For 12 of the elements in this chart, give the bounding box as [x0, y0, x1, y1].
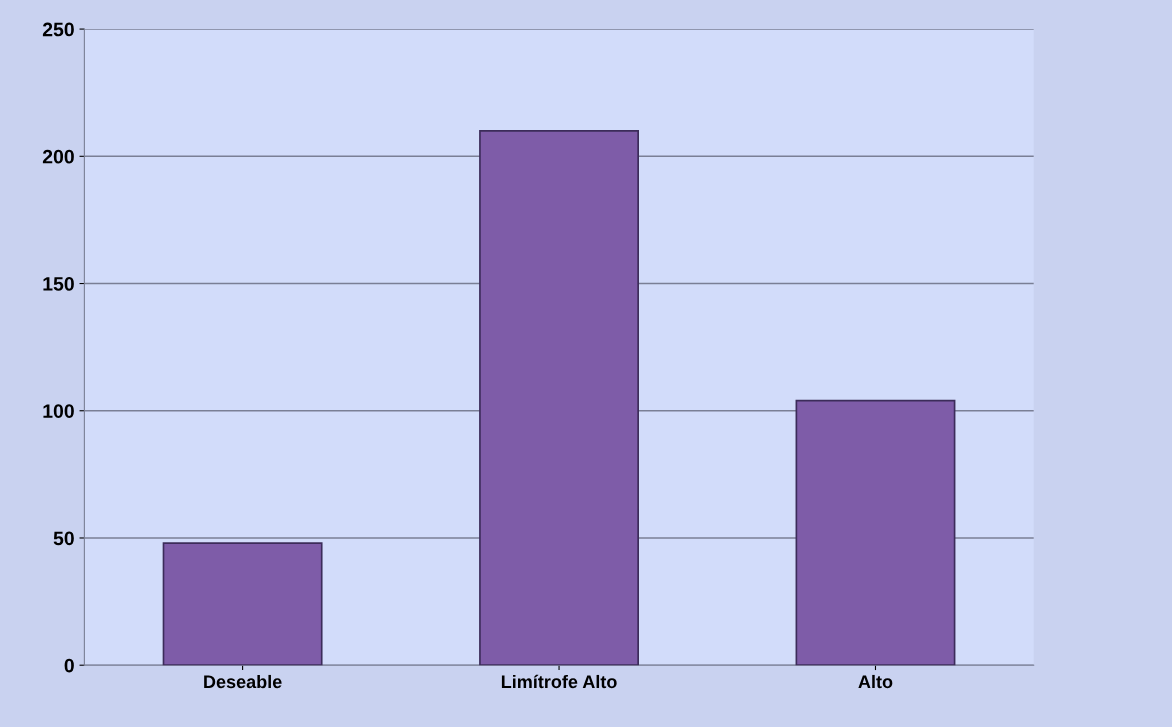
x-tick-label: Limítrofe Alto	[501, 674, 617, 689]
bar	[795, 399, 956, 666]
y-tick-label: 50	[53, 531, 74, 546]
y-tick-label: 0	[64, 658, 74, 673]
y-tick-label: 150	[43, 277, 74, 291]
bar	[162, 542, 323, 666]
x-tick-label: Deseable	[204, 674, 282, 689]
y-tick-label: 100	[43, 404, 74, 418]
x-tick-label: Alto	[858, 674, 893, 689]
y-tick-label: 200	[42, 149, 74, 164]
y-tick-label: 250	[42, 22, 74, 37]
bar	[479, 130, 639, 666]
